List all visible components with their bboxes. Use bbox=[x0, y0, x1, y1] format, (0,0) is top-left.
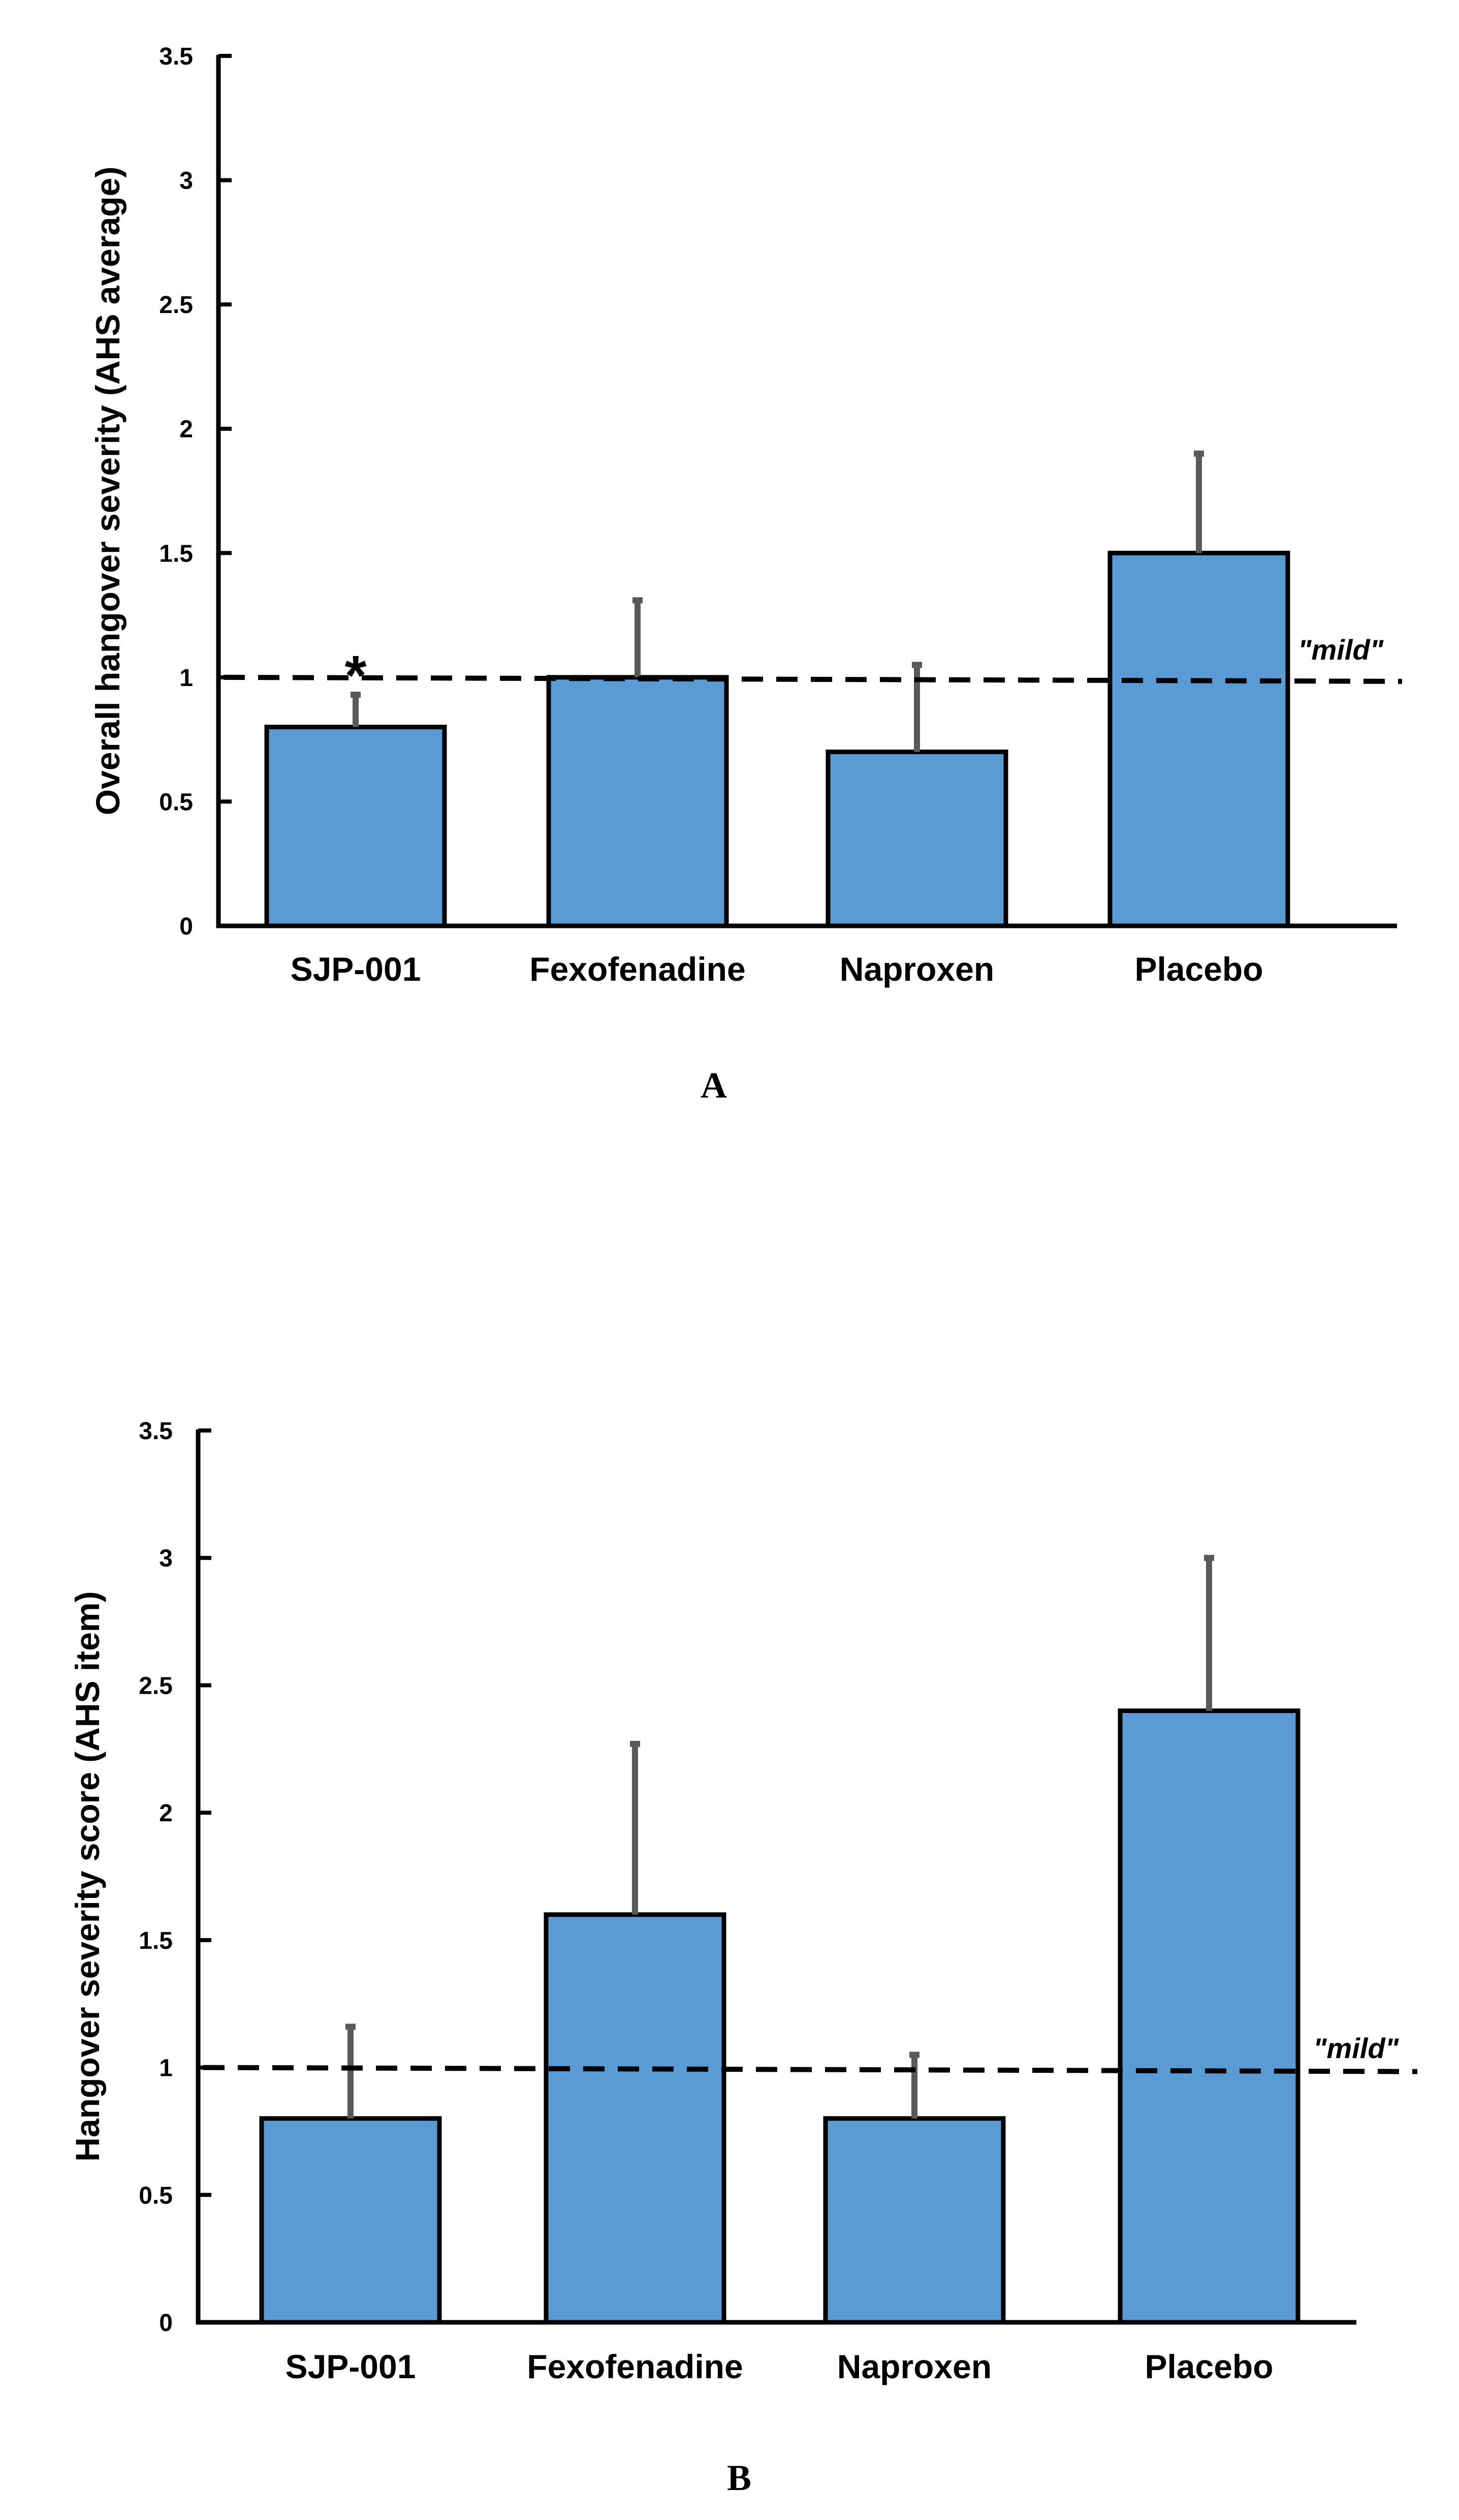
category-label: Placebo bbox=[1134, 950, 1263, 988]
bar bbox=[259, 2116, 442, 2325]
category-label: SJP-001 bbox=[291, 950, 421, 988]
category-label: Naproxen bbox=[840, 950, 994, 988]
y-tick-label: 3.5 bbox=[159, 43, 193, 70]
panel-label: A bbox=[701, 1065, 727, 1106]
y-tick-label: 0.5 bbox=[159, 789, 193, 816]
bar bbox=[826, 750, 1008, 928]
bar bbox=[264, 725, 447, 928]
y-tick-label: 2 bbox=[159, 1800, 173, 1827]
y-tick-label: 1.5 bbox=[159, 540, 193, 567]
y-tick-label: 2.5 bbox=[159, 292, 193, 319]
bar bbox=[1118, 1708, 1301, 2325]
y-tick-label: 3 bbox=[179, 168, 193, 195]
category-label: Placebo bbox=[1145, 2348, 1273, 2385]
y-tick-label: 1 bbox=[179, 665, 193, 692]
y-tick-label: 2.5 bbox=[139, 1672, 173, 1699]
y-tick-label: 3.5 bbox=[139, 1418, 173, 1445]
category-label: SJP-001 bbox=[286, 2348, 416, 2385]
category-label: Naproxen bbox=[837, 2348, 992, 2385]
bar bbox=[823, 2116, 1006, 2325]
y-tick-label: 3 bbox=[159, 1545, 173, 1572]
y-axis-title: Hangover severity score (AHS item) bbox=[69, 1591, 106, 2161]
bar bbox=[544, 1912, 726, 2325]
panel-label: B bbox=[727, 2457, 751, 2498]
reference-line-mild bbox=[223, 674, 1403, 684]
reference-line-mild bbox=[203, 2065, 1418, 2074]
category-label: Fexofenadine bbox=[527, 2348, 743, 2385]
chart-panel-a: 0 0.5 1 1.5 2 2.5 3 3.5 Overall hangover severit… bbox=[89, 43, 1403, 1106]
bar bbox=[1107, 550, 1290, 928]
y-tick-label: 0.5 bbox=[139, 2182, 173, 2209]
y-tick-label: 2 bbox=[179, 416, 193, 443]
y-tick-label: 0 bbox=[179, 913, 193, 940]
reference-line-label: "mild" bbox=[1298, 634, 1384, 666]
bar bbox=[546, 675, 729, 928]
y-tick-label: 0 bbox=[159, 2310, 173, 2337]
reference-line-label: "mild" bbox=[1313, 2032, 1400, 2064]
y-tick-label: 1.5 bbox=[139, 1927, 173, 1954]
y-tick-label: 1 bbox=[159, 2055, 173, 2082]
category-label: Fexofenadine bbox=[529, 950, 745, 988]
chart-panel-b: 0 0.5 1 1.5 2 2.5 3 3.5 Hangover severity score … bbox=[69, 1418, 1418, 2498]
y-axis-title: Overall hangover severity (AHS average) bbox=[89, 167, 126, 816]
